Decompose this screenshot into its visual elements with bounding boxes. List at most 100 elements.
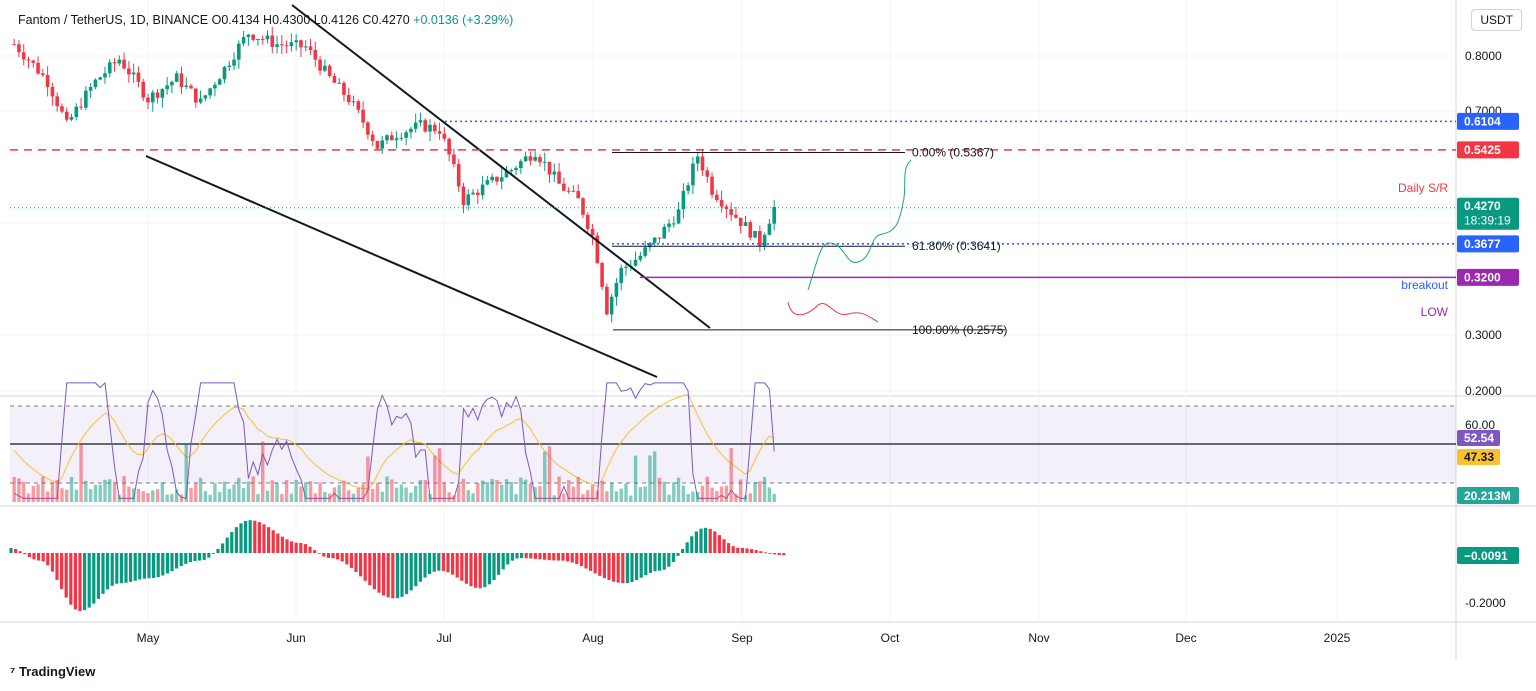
candle-body bbox=[213, 84, 217, 89]
macd-bar bbox=[188, 553, 192, 563]
candle-body bbox=[667, 223, 671, 227]
candle-body bbox=[504, 171, 509, 178]
candle-body bbox=[131, 72, 136, 75]
volume-bar bbox=[112, 482, 117, 502]
candle-body bbox=[662, 226, 667, 239]
volume-bar bbox=[409, 492, 413, 502]
macd-bar bbox=[575, 553, 579, 565]
candle-body bbox=[581, 198, 585, 215]
candle-body bbox=[170, 81, 174, 86]
candle-body bbox=[686, 185, 690, 191]
annotation-breakout: breakout bbox=[1401, 278, 1448, 292]
candle-body bbox=[585, 214, 590, 229]
volume-bar bbox=[581, 494, 585, 502]
macd-bar bbox=[520, 553, 524, 559]
volume-bar bbox=[141, 491, 145, 502]
candle-body bbox=[370, 134, 375, 141]
candle-body bbox=[342, 82, 346, 95]
tradingview-logo[interactable]: ⁷ TradingView bbox=[10, 664, 95, 679]
macd-bar bbox=[225, 537, 229, 553]
macd-bar bbox=[129, 553, 133, 582]
volume-bar bbox=[480, 480, 485, 502]
volume-bar bbox=[638, 487, 643, 502]
candle-body bbox=[284, 45, 289, 47]
candle-body bbox=[165, 85, 169, 89]
candle-body bbox=[194, 88, 198, 103]
candle-body bbox=[643, 247, 647, 256]
macd-bar bbox=[731, 546, 735, 553]
projected-bullish-path bbox=[807, 159, 912, 291]
macd-bar bbox=[290, 541, 294, 553]
volume-bar bbox=[571, 486, 576, 502]
volume-bar bbox=[69, 477, 74, 502]
volume-bar bbox=[681, 485, 686, 502]
macd-bar bbox=[483, 553, 487, 588]
candle-body bbox=[738, 217, 743, 226]
rsi-ma-value-tag bbox=[1457, 449, 1500, 465]
macd-bar bbox=[115, 553, 119, 584]
symbol-title[interactable]: Fantom / TetherUS, 1D, BINANCE bbox=[18, 13, 209, 27]
volume-bar bbox=[108, 479, 112, 502]
currency-selector[interactable]: USDT bbox=[1471, 9, 1522, 31]
macd-bar bbox=[699, 528, 703, 553]
macd-bar bbox=[616, 553, 620, 583]
macd-bar bbox=[179, 553, 183, 567]
volume-bar bbox=[127, 486, 131, 502]
candle-body bbox=[523, 156, 528, 162]
volume-bar bbox=[557, 476, 561, 502]
macd-bar bbox=[607, 553, 611, 581]
macd-bar bbox=[501, 553, 505, 570]
candle-body bbox=[260, 39, 265, 41]
macd-bar bbox=[727, 543, 731, 553]
macd-bar bbox=[221, 543, 225, 553]
macd-bar bbox=[593, 553, 597, 574]
candles bbox=[12, 27, 776, 323]
candle-body bbox=[289, 42, 294, 47]
volume-bar bbox=[308, 481, 313, 502]
macd-bar bbox=[464, 553, 468, 584]
macd-bar bbox=[83, 553, 87, 611]
candle-body bbox=[174, 73, 179, 82]
macd-bar bbox=[386, 553, 390, 598]
volume-bar bbox=[385, 476, 389, 502]
candle-body bbox=[112, 62, 117, 64]
macd-bar bbox=[202, 553, 206, 560]
candle-body bbox=[389, 135, 394, 141]
macd-bar bbox=[717, 535, 721, 553]
macd-bar bbox=[60, 553, 64, 589]
volume-bar bbox=[160, 482, 165, 502]
candle-body bbox=[748, 222, 753, 238]
macd-bar bbox=[538, 553, 542, 560]
candle-body bbox=[318, 59, 322, 71]
macd-bar bbox=[492, 553, 496, 581]
volume-bar bbox=[208, 494, 212, 502]
candle-body bbox=[256, 39, 260, 41]
candle-body bbox=[327, 65, 332, 76]
macd-bar bbox=[612, 553, 616, 582]
candle-body bbox=[619, 267, 624, 283]
candle-body bbox=[729, 209, 733, 215]
macd-bar bbox=[377, 553, 381, 593]
candle-body bbox=[146, 97, 150, 103]
macd-bar bbox=[639, 553, 643, 578]
volume-bar bbox=[399, 484, 404, 502]
volume-bar bbox=[370, 488, 375, 502]
candle-body bbox=[638, 255, 643, 260]
macd-tick-label: -0.2000 bbox=[1465, 596, 1506, 610]
rsi-value-tag bbox=[1457, 430, 1500, 446]
volume-bar bbox=[184, 444, 188, 502]
macd-bar bbox=[345, 553, 349, 565]
volume-bar bbox=[543, 451, 547, 502]
candle-body bbox=[691, 163, 695, 186]
macd-bar bbox=[37, 553, 41, 561]
macd-bar bbox=[584, 553, 588, 569]
macd-bar bbox=[322, 553, 326, 557]
volume-bar bbox=[327, 493, 332, 502]
macd-bar bbox=[124, 553, 128, 583]
volume-bar bbox=[590, 485, 595, 502]
macd-bar bbox=[27, 553, 31, 558]
volume-bar bbox=[719, 486, 724, 502]
macd-bar bbox=[754, 550, 758, 553]
candle-body bbox=[538, 157, 542, 163]
